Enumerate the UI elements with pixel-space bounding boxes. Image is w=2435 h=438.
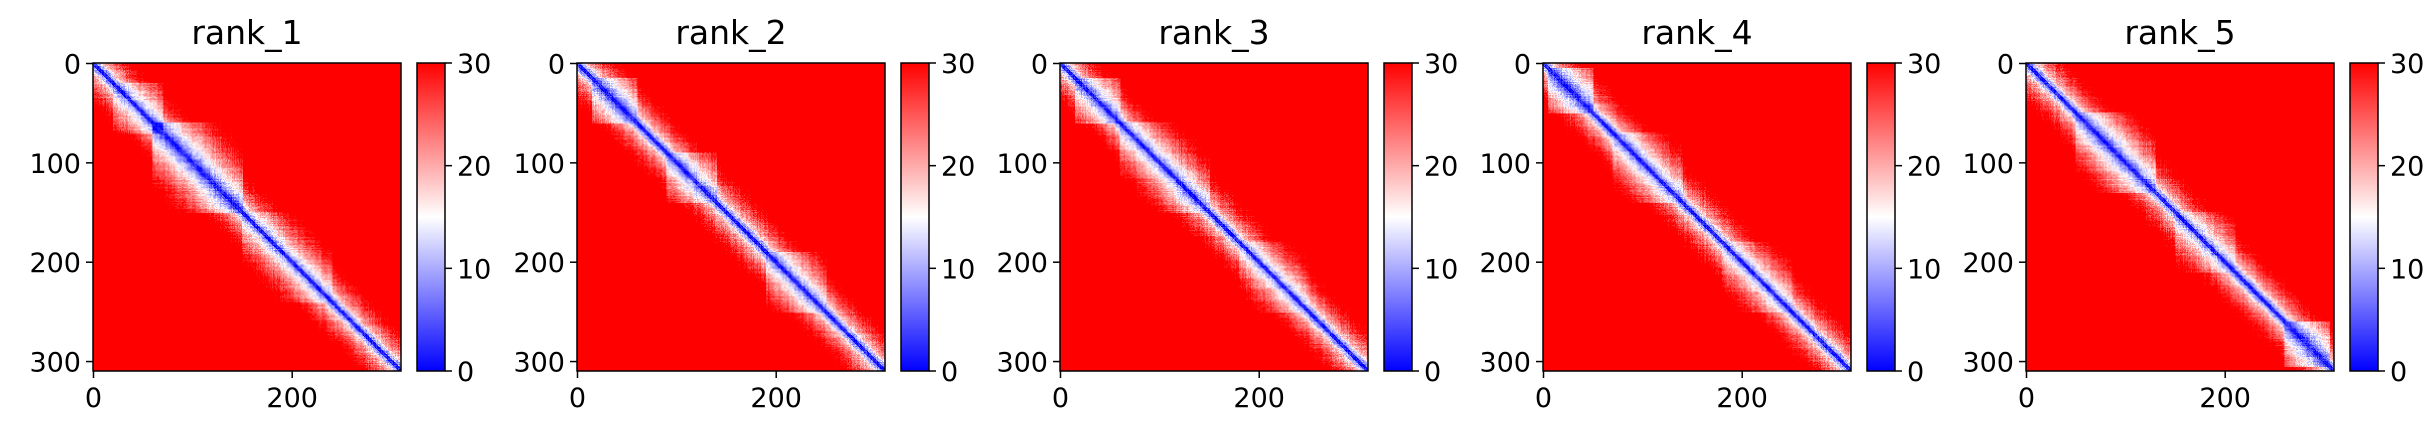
colorbar-tick-label: 0 xyxy=(941,357,958,388)
y-tick-label: 100 xyxy=(513,149,565,180)
x-tick-label: 0 xyxy=(569,383,586,414)
colorbar-tick-label: 20 xyxy=(941,152,975,183)
x-tick-label: 200 xyxy=(1233,383,1285,414)
y-tick-label: 300 xyxy=(513,348,565,379)
y-tick-label: 0 xyxy=(1514,49,1531,80)
colorbar-tick-label: 0 xyxy=(1424,357,1441,388)
colorbar-tick-label: 0 xyxy=(1907,357,1924,388)
x-tick-label: 0 xyxy=(85,383,102,414)
plot-frame xyxy=(1059,62,1369,372)
x-tick-label: 200 xyxy=(266,383,318,414)
y-tick-label: 300 xyxy=(29,348,81,379)
chart-title: rank_1 xyxy=(191,13,302,52)
colorbar-tick-label: 0 xyxy=(457,357,474,388)
y-tick-label: 300 xyxy=(1479,348,1531,379)
heatmap-image xyxy=(93,63,401,371)
colorbar xyxy=(416,62,446,372)
colorbar-tick-label: 20 xyxy=(1907,152,1941,183)
y-tick-label: 300 xyxy=(1962,348,2014,379)
heatmap-image xyxy=(1543,63,1851,371)
chart-title: rank_2 xyxy=(675,13,786,52)
y-tick-label: 200 xyxy=(996,248,1048,279)
colorbar-tick-label: 0 xyxy=(2390,357,2407,388)
y-tick-label: 0 xyxy=(64,49,81,80)
x-tick-label: 200 xyxy=(2199,383,2251,414)
plot-frame xyxy=(576,62,886,372)
colorbar xyxy=(1866,62,1896,372)
colorbar-tick-label: 30 xyxy=(941,49,975,80)
y-tick-label: 300 xyxy=(996,348,1048,379)
colorbar-tick-label: 20 xyxy=(1424,152,1458,183)
chart-title: rank_5 xyxy=(2124,13,2235,52)
colorbar xyxy=(900,62,930,372)
y-tick-label: 100 xyxy=(29,149,81,180)
colorbar xyxy=(1383,62,1413,372)
colorbar xyxy=(2349,62,2379,372)
x-tick-label: 0 xyxy=(1535,383,1552,414)
colorbar-tick-label: 30 xyxy=(1424,49,1458,80)
y-tick-label: 200 xyxy=(29,248,81,279)
x-tick-label: 0 xyxy=(1052,383,1069,414)
heatmap-image xyxy=(1060,63,1368,371)
y-tick-label: 0 xyxy=(1031,49,1048,80)
y-tick-label: 200 xyxy=(513,248,565,279)
y-tick-label: 100 xyxy=(996,149,1048,180)
y-tick-label: 100 xyxy=(1479,149,1531,180)
x-tick-label: 0 xyxy=(2018,383,2035,414)
colorbar-tick-label: 10 xyxy=(1424,254,1458,285)
chart-title: rank_4 xyxy=(1641,13,1752,52)
heatmap-image xyxy=(2026,63,2334,371)
heatmap-image xyxy=(577,63,885,371)
y-tick-label: 100 xyxy=(1962,149,2014,180)
y-tick-label: 200 xyxy=(1479,248,1531,279)
chart-title: rank_3 xyxy=(1158,13,1269,52)
colorbar-tick-label: 30 xyxy=(1907,49,1941,80)
colorbar-tick-label: 30 xyxy=(457,49,491,80)
x-tick-label: 200 xyxy=(750,383,802,414)
colorbar-tick-label: 20 xyxy=(2390,152,2424,183)
colorbar-tick-label: 10 xyxy=(2390,254,2424,285)
y-tick-label: 0 xyxy=(548,49,565,80)
colorbar-tick-label: 20 xyxy=(457,152,491,183)
plot-frame xyxy=(1542,62,1852,372)
y-tick-label: 0 xyxy=(1997,49,2014,80)
colorbar-tick-label: 30 xyxy=(2390,49,2424,80)
plot-frame xyxy=(2025,62,2335,372)
y-tick-label: 200 xyxy=(1962,248,2014,279)
colorbar-tick-label: 10 xyxy=(1907,254,1941,285)
x-tick-label: 200 xyxy=(1716,383,1768,414)
plot-frame xyxy=(92,62,402,372)
colorbar-tick-label: 10 xyxy=(457,254,491,285)
colorbar-tick-label: 10 xyxy=(941,254,975,285)
